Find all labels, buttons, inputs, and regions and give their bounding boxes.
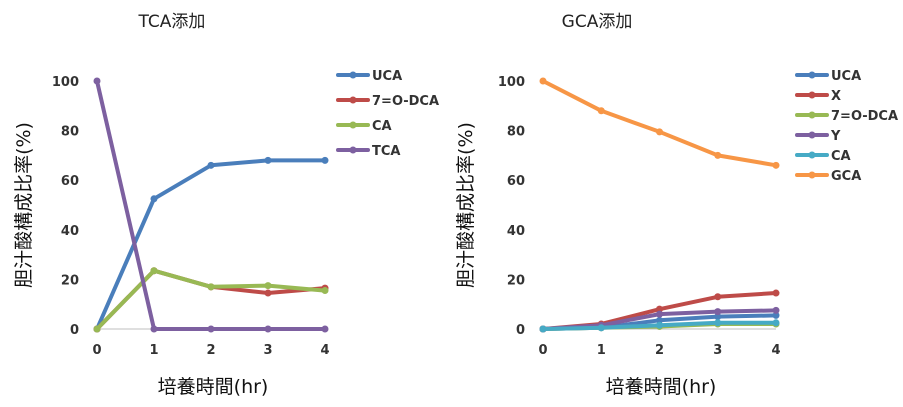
data-point [321, 287, 329, 295]
data-point [714, 293, 722, 301]
x-tick-label: 0 [92, 343, 101, 358]
data-point [150, 325, 158, 333]
y-tick-label: 80 [507, 125, 525, 140]
legend-marker [349, 96, 357, 104]
data-point [597, 107, 605, 115]
y-tick-label: 80 [61, 125, 79, 140]
data-point [264, 289, 272, 297]
data-point [714, 151, 722, 159]
legend-marker [349, 71, 357, 79]
x-tick-label: 2 [206, 343, 215, 358]
y-tick-label: 20 [507, 273, 525, 288]
x-tick-label: 3 [263, 343, 272, 358]
legend-label: 7=O-DCA [372, 94, 439, 109]
data-point [150, 195, 158, 203]
y-tick-label: 60 [61, 174, 79, 189]
legend-label: X [831, 89, 841, 104]
legend-label: GCA [831, 169, 861, 184]
data-point [207, 325, 215, 333]
data-point [656, 321, 663, 329]
data-point [321, 325, 329, 333]
x-tick-label: 3 [713, 343, 722, 358]
legend-marker [808, 91, 816, 99]
data-point [656, 316, 663, 324]
legend-label: TCA [372, 144, 400, 159]
legend-marker [808, 151, 816, 159]
data-point [207, 161, 215, 169]
data-point [207, 283, 215, 291]
series-line-ca [95, 268, 327, 331]
data-point [93, 325, 101, 333]
chart-title: GCA添加 [562, 12, 633, 32]
data-point [656, 310, 663, 318]
data-point [264, 325, 272, 333]
data-point [656, 128, 663, 136]
data-point [597, 324, 605, 332]
y-axis-title: 胆汁酸構成比率(%) [455, 122, 477, 288]
x-tick-label: 1 [149, 343, 158, 358]
series-line-7-o-dca [95, 268, 327, 331]
legend-label: 7=O-DCA [831, 109, 898, 124]
legend-label: CA [372, 119, 392, 134]
data-point [714, 313, 722, 321]
x-tick-label: 1 [597, 343, 606, 358]
x-tick-label: 4 [771, 343, 780, 358]
data-point [772, 306, 780, 314]
y-tick-label: 60 [507, 174, 525, 189]
data-point [264, 282, 272, 290]
x-axis-title: 培養時間(hr) [606, 376, 717, 398]
data-point [93, 77, 101, 85]
data-point [539, 77, 547, 85]
y-axis-title: 胆汁酸構成比率(%) [13, 122, 35, 288]
data-point [321, 156, 329, 164]
data-point [656, 305, 663, 313]
data-point [714, 308, 722, 316]
series-line-gca [541, 79, 778, 168]
data-point [772, 311, 780, 319]
y-tick-label: 20 [61, 273, 79, 288]
legend-marker [349, 146, 357, 154]
chart-title: TCA添加 [138, 12, 206, 32]
chart-panel-1: GCA添加 0 20 40 60 80 100 0 1 2 3 4 胆汁酸構成比率(%) 培養時間(hr)… [455, 12, 898, 398]
legend-label: CA [831, 149, 851, 164]
legend-marker [808, 131, 816, 139]
x-axis-title: 培養時間(hr) [158, 376, 269, 398]
y-tick-label: 40 [61, 224, 79, 239]
data-point [772, 289, 780, 297]
x-tick-label: 4 [320, 343, 329, 358]
legend-marker [808, 171, 816, 179]
data-point [772, 319, 780, 327]
chart-panel-0: TCA添加 0 20 40 60 80 100 0 1 2 3 4 胆汁酸構成比率(%) 培養時間(hr)… [13, 12, 439, 398]
data-point [772, 161, 780, 169]
y-tick-label: 0 [516, 323, 525, 338]
y-tick-label: 0 [70, 323, 79, 338]
data-point [539, 325, 547, 333]
legend-marker [808, 71, 816, 79]
data-point [264, 156, 272, 164]
x-tick-label: 2 [655, 343, 664, 358]
y-tick-label: 100 [498, 75, 525, 90]
legend-marker [349, 121, 357, 129]
legend-label: Y [830, 129, 841, 144]
series-line-uca [95, 158, 327, 331]
data-point [150, 267, 158, 275]
data-point [714, 319, 722, 327]
legend-label: UCA [831, 69, 861, 84]
y-tick-label: 40 [507, 224, 525, 239]
legend-label: UCA [372, 69, 402, 84]
x-tick-label: 0 [538, 343, 547, 358]
y-tick-label: 100 [52, 75, 79, 90]
legend-marker [808, 111, 816, 119]
